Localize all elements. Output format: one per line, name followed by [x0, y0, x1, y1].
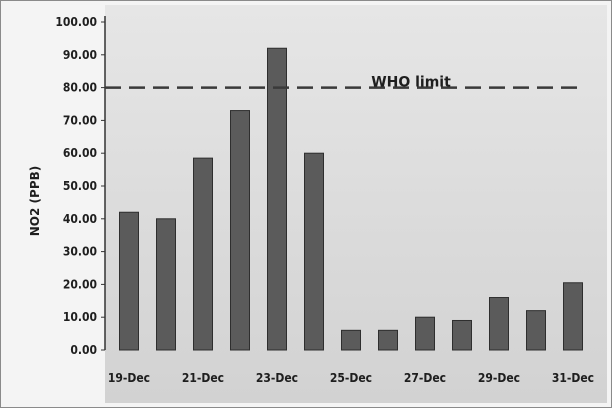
x-tick-label: 29-Dec [478, 371, 520, 385]
bar-20-Dec [156, 218, 176, 351]
y-tick-label: 100.00 [55, 15, 97, 29]
x-tick-label: 21-Dec [182, 371, 224, 385]
bar-22-Dec [230, 110, 250, 351]
bars [119, 47, 583, 351]
y-tick-label: 0.00 [70, 343, 97, 357]
y-tick-label: 30.00 [63, 245, 97, 259]
bar-28-Dec [452, 319, 472, 351]
bar-26-Dec [378, 329, 398, 351]
y-tick-label: 90.00 [63, 48, 97, 62]
x-tick-label: 25-Dec [330, 371, 372, 385]
y-axis-label: NO2 (PPB) [28, 166, 42, 236]
bar-31-Dec [563, 282, 583, 351]
bar-21-Dec [193, 157, 213, 351]
x-tick-label: 19-Dec [108, 371, 150, 385]
who-limit-label: WHO limit [371, 75, 451, 91]
y-tick-label: 50.00 [63, 179, 97, 193]
bar-30-Dec [526, 310, 546, 351]
x-tick-label: 27-Dec [404, 371, 446, 385]
bar-27-Dec [415, 316, 435, 351]
bar-23-Dec [267, 47, 287, 351]
bar-29-Dec [489, 297, 509, 351]
x-tick-label: 23-Dec [256, 371, 298, 385]
bar-25-Dec [341, 329, 361, 351]
x-tick-label: 31-Dec [552, 371, 594, 385]
reference-line-group: WHO limit [105, 75, 581, 91]
labels: 0.00 10.00 20.00 30.00 40.00 50.00 60.00 70.00 8… [28, 15, 594, 385]
y-tick-label: 60.00 [63, 146, 97, 160]
y-tick-label: 10.00 [63, 310, 97, 324]
y-tick-label: 20.00 [63, 277, 97, 291]
bar-24-Dec [304, 152, 324, 351]
axes [101, 16, 106, 351]
y-tick-label: 70.00 [63, 113, 97, 127]
bar-19-Dec [119, 211, 139, 351]
y-tick-label: 40.00 [63, 212, 97, 226]
y-tick-label: 80.00 [63, 81, 97, 95]
